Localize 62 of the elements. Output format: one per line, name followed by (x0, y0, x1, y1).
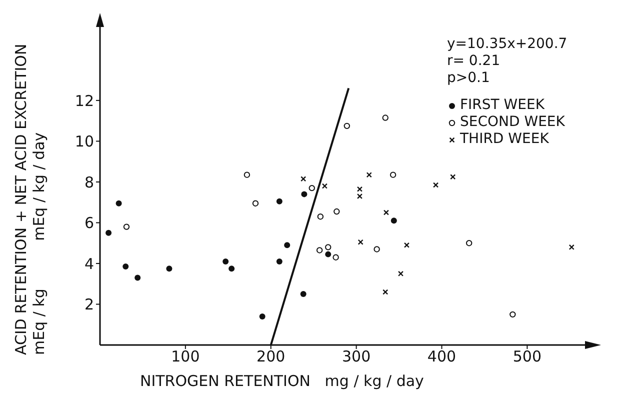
point (325, 251, 332, 258)
annotation: y=10.35x+200.7 (447, 36, 568, 53)
x-tick-label: 500 (512, 348, 542, 366)
point (390, 218, 397, 224)
x-tick-label: 200 (256, 348, 286, 366)
point (300, 176, 306, 182)
point (383, 210, 390, 216)
point (366, 172, 372, 178)
point (356, 193, 363, 200)
point (134, 274, 141, 281)
point (308, 184, 315, 192)
point (356, 186, 363, 192)
point (510, 311, 516, 318)
point (244, 172, 250, 178)
point (322, 183, 328, 189)
legend-label: THIRD WEEK (460, 131, 549, 148)
point (568, 244, 574, 250)
point (466, 240, 472, 246)
legend-label: FIRST WEEK (460, 97, 545, 114)
point (332, 254, 339, 260)
point (325, 244, 332, 250)
point (358, 239, 364, 245)
point (398, 270, 404, 276)
point (106, 230, 112, 236)
point (382, 289, 388, 295)
point (222, 258, 229, 264)
point (276, 258, 282, 264)
point (276, 198, 282, 204)
point (301, 191, 308, 198)
x-axis-title: NITROGEN RETENTION mg / kg / day (140, 372, 424, 390)
x-tick-label: 100 (171, 348, 200, 366)
point (344, 122, 350, 130)
point (123, 224, 130, 230)
y-tick-label: 12 (74, 92, 94, 110)
y-tick-label: 2 (84, 296, 94, 314)
point (166, 266, 172, 272)
point (382, 114, 388, 121)
point (390, 172, 396, 178)
point (334, 208, 340, 215)
x-tick-label: 400 (427, 348, 456, 366)
point (252, 200, 259, 206)
point (300, 291, 306, 298)
x-tick-label: 300 (342, 348, 371, 366)
point (432, 182, 439, 188)
point (316, 247, 323, 254)
point (116, 200, 122, 206)
point (404, 242, 410, 248)
annotation: p>0.1 (447, 70, 491, 87)
y-tick-label: 6 (84, 214, 94, 232)
y-tick-label: 4 (84, 254, 94, 273)
y-axis-title: ACID RETENTION + NET ACID EXCRETION mEq / kg mEq / kg / day (12, 42, 48, 355)
y-tick-label: 8 (84, 173, 94, 192)
point (450, 174, 456, 180)
legend-label: SECOND WEEK (460, 114, 565, 131)
point (122, 264, 129, 270)
point (259, 313, 266, 320)
point (317, 214, 324, 220)
point (228, 266, 235, 272)
annotation: r= 0.21 (447, 53, 502, 70)
point (374, 246, 380, 252)
point (284, 242, 290, 248)
y-tick-label: 10 (74, 132, 94, 151)
